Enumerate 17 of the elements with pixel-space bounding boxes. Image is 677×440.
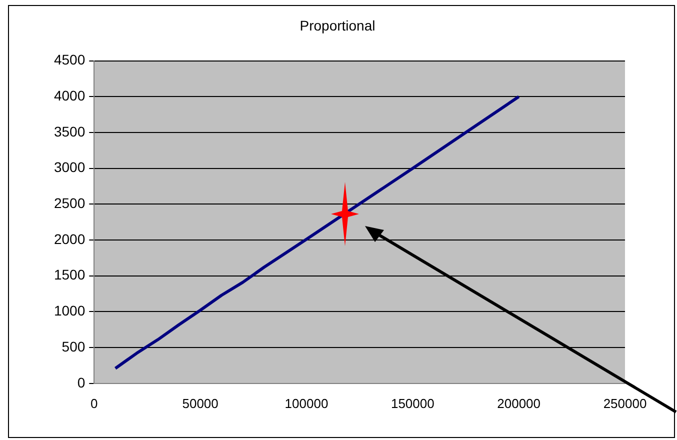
y-tick-label: 4000 — [54, 88, 86, 104]
x-tick-label: 250000 — [603, 396, 647, 411]
y-tick-label: 2000 — [54, 230, 86, 247]
y-tick-label: 1500 — [54, 266, 86, 283]
y-tick-label: 0 — [77, 374, 86, 390]
y-tick-label: 1000 — [54, 302, 86, 319]
x-tick-label: 0 — [90, 396, 98, 411]
y-tick-label: 500 — [62, 338, 86, 354]
y-tick-label: 4500 — [54, 52, 86, 68]
x-tick-label: 50000 — [182, 396, 218, 411]
x-tick-label: 150000 — [390, 396, 434, 411]
y-tick-label: 2500 — [54, 195, 86, 212]
x-tick-label: 200000 — [497, 396, 541, 411]
y-tick-label: 3500 — [54, 123, 86, 140]
y-tick-label: 3000 — [54, 159, 86, 176]
x-tick-label: 100000 — [284, 396, 328, 411]
chart-title: Proportional — [300, 17, 376, 34]
